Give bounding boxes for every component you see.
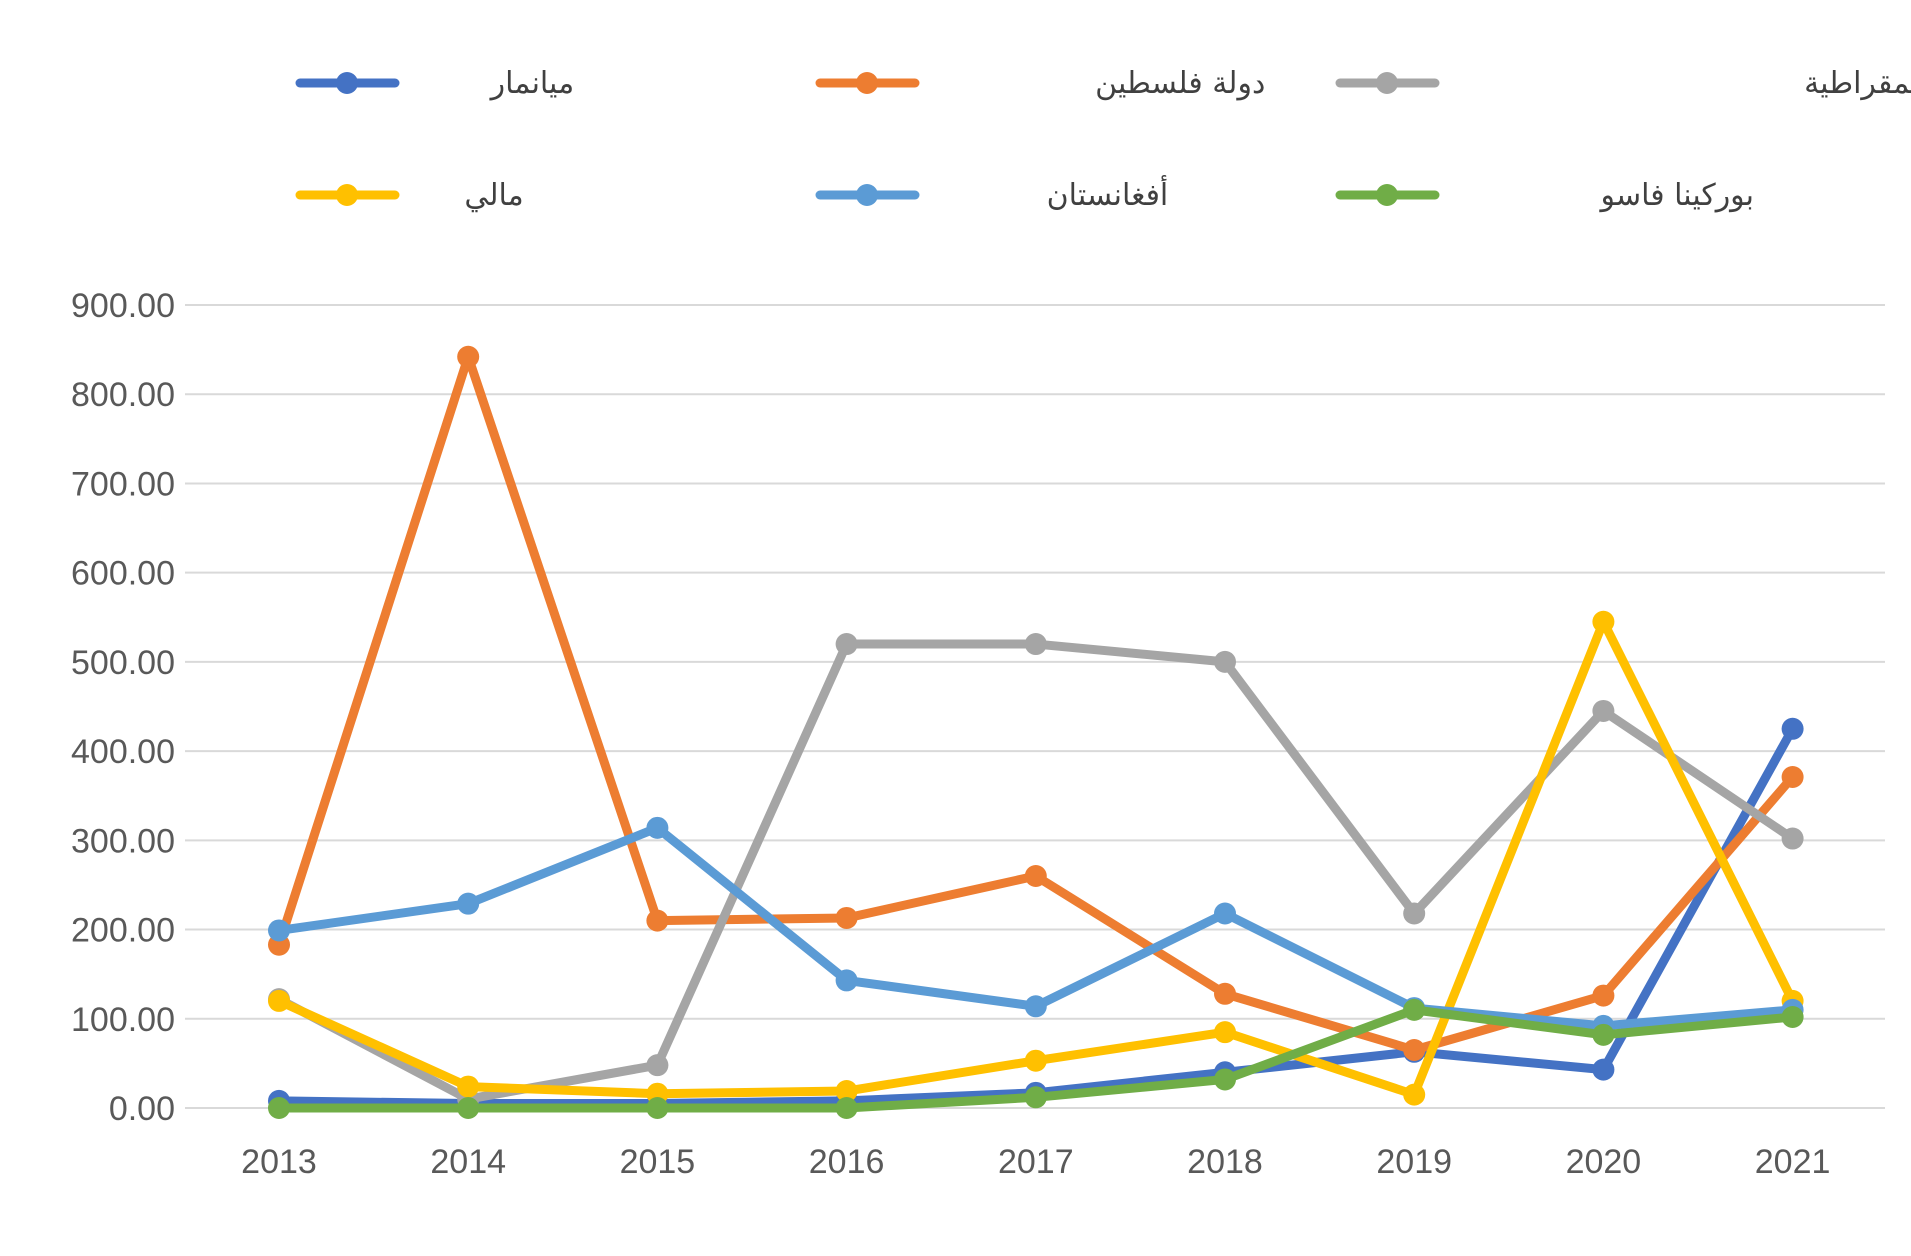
x-tick-label: 2021 <box>1755 1143 1831 1181</box>
legend-label: ميانمار <box>489 66 575 101</box>
legend-item: بوركينا فاسو <box>1335 178 1755 213</box>
data-point <box>1214 1021 1236 1044</box>
data-point <box>1403 1083 1426 1106</box>
data-point <box>646 909 669 932</box>
y-tick-label: 100.00 <box>71 1001 175 1039</box>
data-point <box>1024 1086 1047 1109</box>
legend-marker <box>1376 184 1398 206</box>
data-point <box>1781 827 1804 850</box>
legend-label: بوركينا فاسو <box>1599 178 1755 213</box>
legend: ميانمار دولة فلسطين جمهورية الكونغو الديمق… <box>295 66 1911 213</box>
data-point <box>1403 902 1426 925</box>
y-tick-label: 700.00 <box>71 465 175 503</box>
y-tick-label: 200.00 <box>71 912 175 950</box>
data-point <box>1024 995 1047 1018</box>
data-point <box>1781 765 1804 788</box>
data-point <box>457 1097 480 1119</box>
plot-area <box>268 345 1804 1119</box>
legend-marker <box>856 72 878 94</box>
legend-label: دولة فلسطين <box>1095 66 1265 101</box>
data-point <box>835 1080 858 1103</box>
legend-item: أفغانستان <box>815 174 1169 213</box>
data-point <box>646 816 669 839</box>
series-line <box>274 724 1798 1109</box>
data-point <box>268 1097 290 1119</box>
legend-label: مالي <box>464 178 523 213</box>
legend-item: ميانمار <box>295 66 575 101</box>
data-point <box>835 906 858 929</box>
y-tick-label: 900.00 <box>71 287 175 325</box>
data-point <box>646 1054 669 1077</box>
legend-marker <box>336 72 358 94</box>
data-point <box>1781 717 1804 740</box>
legend-marker <box>1376 72 1398 94</box>
x-tick-label: 2016 <box>809 1143 885 1181</box>
data-point <box>835 969 858 992</box>
legend-marker <box>856 184 878 206</box>
series-5 <box>268 998 1804 1119</box>
x-tick-label: 2019 <box>1376 1143 1452 1181</box>
legend-label: جمهورية الكونغو الديمقراطية <box>1804 66 1911 101</box>
x-axis: 2013 2014 2015 2016 2017 2018 2019 2020 2021 <box>241 1143 1830 1181</box>
y-tick-label: 300.00 <box>71 822 175 860</box>
data-point <box>1214 982 1236 1005</box>
legend-item: مالي <box>295 178 524 213</box>
data-point <box>268 989 290 1012</box>
x-tick-label: 2014 <box>430 1143 506 1181</box>
series-3 <box>268 610 1804 1106</box>
data-point <box>1024 865 1047 888</box>
x-tick-label: 2013 <box>241 1143 317 1181</box>
data-point <box>1592 984 1615 1007</box>
data-point <box>457 1075 480 1098</box>
legend-marker <box>336 184 358 206</box>
data-point <box>1024 633 1047 656</box>
y-tick-label: 800.00 <box>71 376 175 414</box>
y-tick-label: 400.00 <box>71 733 175 771</box>
data-point <box>457 345 480 368</box>
data-point <box>1592 1023 1615 1046</box>
data-point <box>268 919 290 942</box>
x-tick-label: 2020 <box>1566 1143 1642 1181</box>
gridlines <box>185 304 1885 1109</box>
data-point <box>646 1097 669 1119</box>
y-tick-label: 600.00 <box>71 555 175 593</box>
data-point <box>1214 1068 1236 1091</box>
data-point <box>1214 650 1236 673</box>
legend-item: دولة فلسطين <box>815 66 1265 101</box>
data-point <box>1403 998 1426 1021</box>
y-tick-label: 500.00 <box>71 644 175 682</box>
data-point <box>835 633 858 656</box>
series-line <box>274 352 1798 1055</box>
data-point <box>1781 1005 1804 1028</box>
x-tick-label: 2018 <box>1187 1143 1263 1181</box>
legend-label: أفغانستان <box>1047 174 1169 213</box>
y-tick-label: 0.00 <box>109 1090 175 1128</box>
data-point <box>1592 1058 1615 1081</box>
data-point <box>1592 610 1615 633</box>
data-point <box>1592 699 1615 722</box>
legend-item: جمهورية الكونغو الديمقراطية <box>1335 66 1911 101</box>
data-point <box>1214 902 1236 925</box>
data-point <box>1403 1039 1426 1062</box>
x-tick-label: 2017 <box>998 1143 1074 1181</box>
y-axis: 0.00 100.00 200.00 300.00 400.00 500.00 600.00… <box>71 287 175 1128</box>
data-point <box>835 1097 858 1119</box>
data-point <box>1024 1049 1047 1072</box>
x-tick-label: 2015 <box>620 1143 696 1181</box>
data-point <box>457 892 480 915</box>
